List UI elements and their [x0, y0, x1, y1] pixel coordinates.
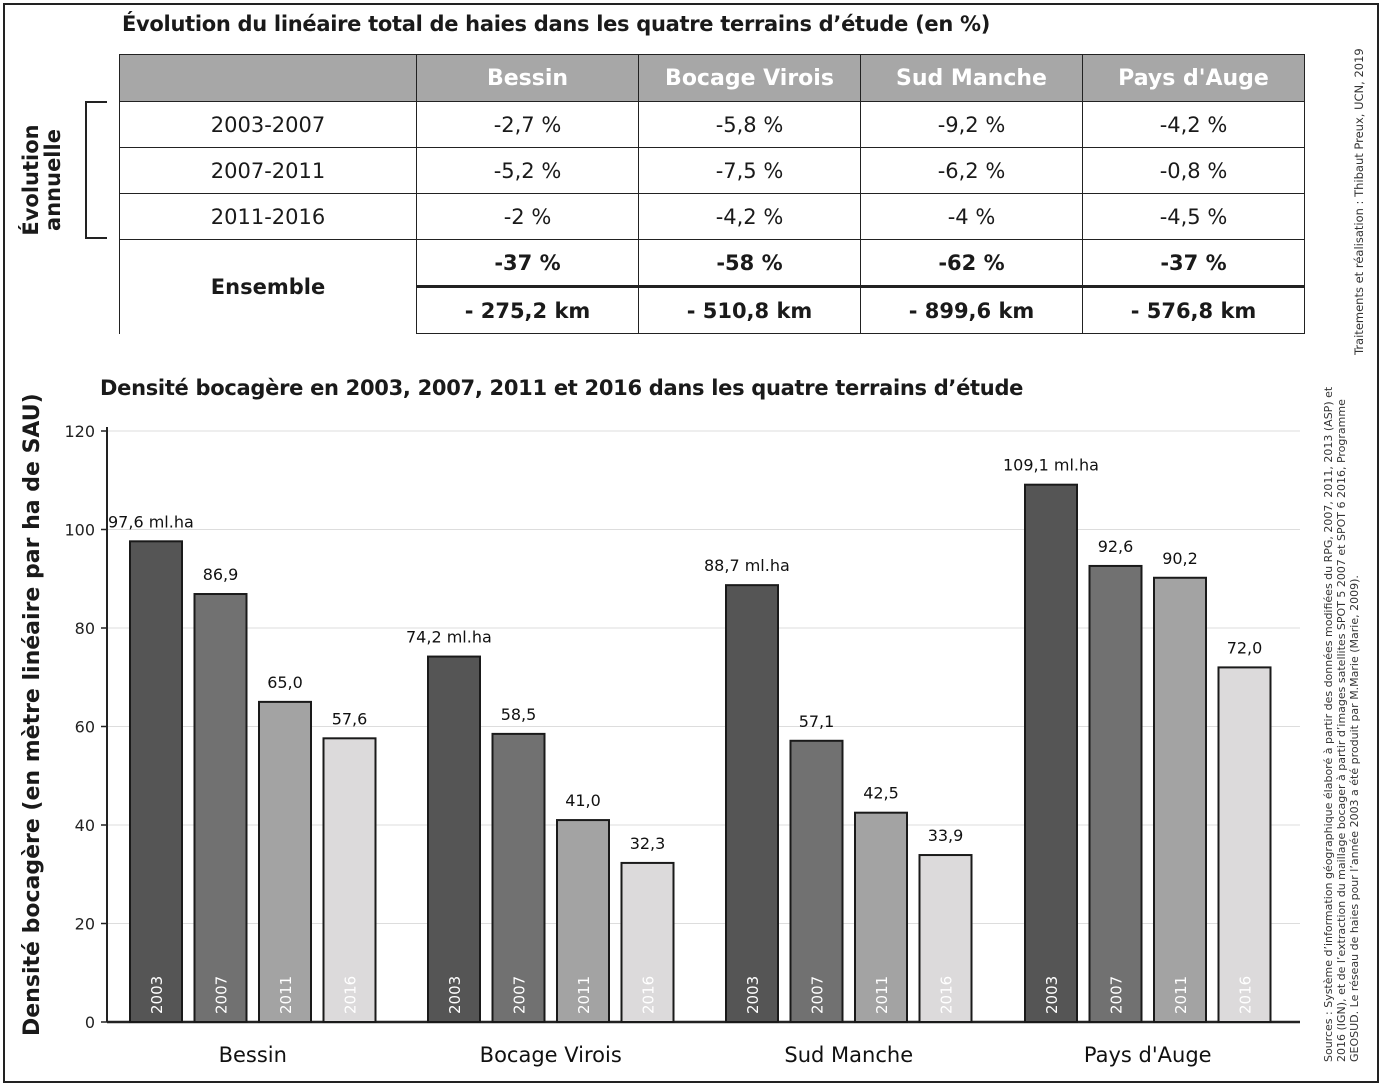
table-cell: -4,2 %	[1082, 101, 1305, 148]
bar-year-label: 2016	[1237, 976, 1255, 1014]
y-tick-label: 100	[64, 521, 95, 540]
bar-year-label: 2007	[809, 976, 827, 1014]
header-bocage-virois: Bocage Virois	[638, 54, 861, 102]
y-tick-label: 40	[75, 816, 95, 835]
table-header-row: Bessin Bocage Virois Sud Manche Pays d'A…	[119, 54, 1305, 102]
bar	[918, 854, 973, 1023]
x-category-label: Sud Manche	[784, 1043, 913, 1067]
data-label: 42,5	[863, 784, 899, 803]
header-empty	[119, 54, 417, 102]
bar-year-label: 2007	[1108, 976, 1126, 1014]
bar-year-label: 2007	[213, 976, 231, 1014]
y-tick-label: 0	[85, 1013, 95, 1032]
period-label: 2007-2011	[119, 147, 417, 194]
header-bessin: Bessin	[416, 54, 639, 102]
table-title: Évolution du linéaire total de haies dan…	[122, 12, 991, 36]
bar	[854, 811, 908, 1023]
data-label: 41,0	[565, 791, 601, 810]
bar	[789, 739, 844, 1023]
data-label: 57,1	[799, 712, 835, 731]
table-cell: -4 %	[860, 193, 1083, 240]
table-cell: -4,2 %	[638, 193, 861, 240]
bar	[725, 584, 779, 1024]
data-label: 65,0	[267, 673, 303, 692]
data-label: 90,2	[1162, 549, 1198, 568]
bar	[322, 737, 377, 1023]
bar-year-label: 2016	[640, 976, 658, 1014]
bar-year-label: 2016	[938, 976, 956, 1014]
bar	[427, 655, 481, 1023]
y-tick-label: 80	[75, 619, 95, 638]
period-label: 2011-2016	[119, 193, 417, 240]
bar	[1088, 564, 1143, 1023]
ensemble-km-cell: - 576,8 km	[1082, 286, 1305, 334]
table-cell: -9,2 %	[860, 101, 1083, 148]
y-tick-label: 120	[64, 422, 95, 441]
data-label: 58,5	[501, 705, 537, 724]
data-label: 33,9	[928, 826, 964, 845]
bar	[1217, 666, 1272, 1024]
bar	[258, 700, 312, 1023]
ensemble-label: Ensemble	[119, 239, 417, 334]
data-label: 88,7 ml.ha	[704, 556, 790, 575]
group-bracket	[85, 101, 107, 239]
table-row: 2011-2016 -2 % -4,2 % -4 % -4,5 %	[119, 193, 1305, 240]
evolution-table: Bessin Bocage Virois Sud Manche Pays d'A…	[119, 54, 1305, 334]
x-category-label: Bocage Virois	[480, 1043, 622, 1067]
y-tick-label: 60	[75, 718, 95, 737]
x-category-label: Bessin	[219, 1043, 287, 1067]
ensemble-km-row: - 275,2 km - 510,8 km - 899,6 km - 576,8…	[120, 286, 1305, 334]
table-cell: -7,5 %	[638, 147, 861, 194]
bar-year-label: 2011	[873, 976, 891, 1014]
bar-year-label: 2003	[744, 976, 762, 1014]
data-label: 74,2 ml.ha	[406, 628, 492, 647]
bar-year-label: 2003	[148, 976, 166, 1014]
table-row: 2007-2011 -5,2 % -7,5 % -6,2 % -0,8 %	[119, 147, 1305, 194]
bar-year-label: 2011	[277, 976, 295, 1014]
bar-year-label: 2003	[1043, 976, 1061, 1014]
header-sud-manche: Sud Manche	[860, 54, 1083, 102]
ensemble-pct-cell: -37 %	[1082, 239, 1305, 288]
ensemble-km-cell: - 899,6 km	[860, 286, 1083, 334]
ensemble-km-cell: - 510,8 km	[638, 286, 861, 334]
bar	[1024, 483, 1078, 1023]
data-label: 72,0	[1227, 638, 1263, 657]
bar-year-label: 2011	[1172, 976, 1190, 1014]
bar-year-label: 2003	[446, 976, 464, 1014]
bar-year-label: 2007	[511, 976, 529, 1014]
data-label: 92,6	[1098, 537, 1134, 556]
chart-title: Densité bocagère en 2003, 2007, 2011 et …	[100, 376, 1024, 400]
data-label: 86,9	[203, 565, 239, 584]
bar	[620, 861, 675, 1023]
table-cell: -0,8 %	[1082, 147, 1305, 194]
period-label: 2003-2007	[119, 101, 417, 148]
table-cell: -2 %	[416, 193, 639, 240]
bar-year-label: 2011	[575, 976, 593, 1014]
x-category-label: Pays d'Auge	[1084, 1043, 1212, 1067]
bar	[193, 593, 248, 1024]
figure-frame	[3, 3, 1379, 1083]
ensemble-km-cell: - 275,2 km	[416, 286, 639, 334]
bar	[129, 540, 183, 1023]
table-cell: -4,5 %	[1082, 193, 1305, 240]
bar-year-label: 2016	[342, 976, 360, 1014]
y-tick-label: 20	[75, 915, 95, 934]
table-row: 2003-2007 -2,7 % -5,8 % -9,2 % -4,2 %	[119, 101, 1305, 148]
data-label: 109,1 ml.ha	[1003, 456, 1099, 475]
data-label: 32,3	[630, 834, 666, 853]
data-label: 97,6 ml.ha	[108, 512, 194, 531]
ensemble-pct-cell: -62 %	[860, 239, 1083, 288]
header-pays-auge: Pays d'Auge	[1082, 54, 1305, 102]
table-cell: -5,8 %	[638, 101, 861, 148]
bar	[491, 732, 546, 1023]
bar	[556, 819, 610, 1024]
ensemble-pct-row: Ensemble -37 % -58 % -62 % -37 %	[119, 239, 1305, 334]
bar	[1153, 576, 1207, 1023]
ensemble-pct-cell: -37 %	[416, 239, 639, 288]
data-label: 57,6	[332, 709, 368, 728]
